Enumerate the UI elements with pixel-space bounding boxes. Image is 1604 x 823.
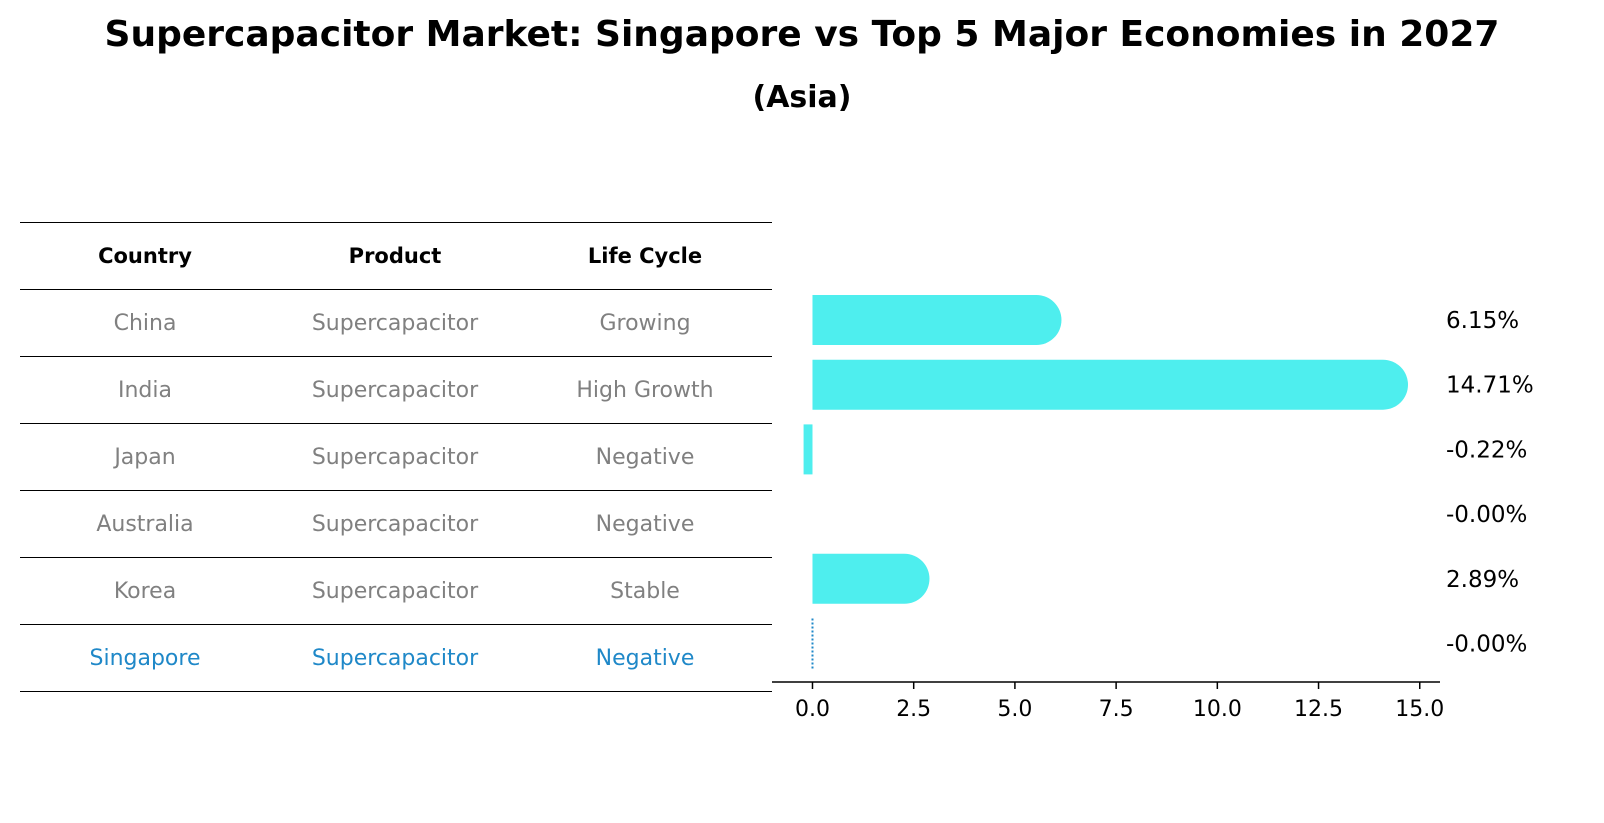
cell-life-cycle: Negative: [595, 645, 695, 671]
x-tick-label: 5.0: [997, 697, 1032, 722]
table-row: Australia Supercapacitor Negative: [20, 490, 772, 557]
cell-life-cycle: Negative: [595, 511, 695, 537]
table-row: China Supercapacitor Growing: [20, 289, 772, 356]
cell-product: Supercapacitor: [311, 444, 479, 470]
cell-product: Supercapacitor: [311, 578, 479, 604]
chart-title: Supercapacitor Market: Singapore vs Top …: [104, 14, 1500, 55]
x-tick-label: 12.5: [1294, 697, 1343, 722]
cell-country: India: [118, 377, 172, 403]
table-row-highlight: Singapore Supercapacitor Negative: [20, 624, 772, 692]
chart-subtitle: (Asia): [752, 80, 852, 115]
header-product: Product: [348, 244, 442, 268]
x-tick-label: 10.0: [1193, 697, 1242, 722]
cell-product: Supercapacitor: [311, 310, 479, 336]
table-row: Korea Supercapacitor Stable: [20, 557, 772, 624]
cell-country: Japan: [114, 444, 176, 470]
bar: [803, 424, 813, 475]
table-row: India Supercapacitor High Growth: [20, 356, 772, 423]
header-country: Country: [98, 244, 192, 268]
cell-product: Supercapacitor: [311, 511, 479, 537]
x-tick-label: 2.5: [896, 697, 931, 722]
table-row: Japan Supercapacitor Negative: [20, 423, 772, 490]
cell-life-cycle: High Growth: [576, 377, 714, 403]
x-tick-label: 15.0: [1395, 697, 1444, 722]
market-table: Country Product Life Cycle China Superca…: [20, 222, 772, 692]
value-label: 6.15%: [1446, 308, 1519, 334]
x-tick-label: 0.0: [795, 697, 830, 722]
cell-country: Korea: [113, 578, 177, 604]
value-label: -0.00%: [1446, 632, 1527, 658]
cell-product: Supercapacitor: [311, 377, 479, 403]
value-label: 14.71%: [1446, 373, 1534, 399]
value-label: 2.89%: [1446, 567, 1519, 593]
value-label: -0.00%: [1446, 502, 1527, 528]
cell-product: Supercapacitor: [311, 645, 479, 671]
cell-life-cycle: Stable: [610, 578, 680, 604]
bar: [812, 295, 1062, 345]
value-label: -0.22%: [1446, 437, 1527, 463]
cell-country: Australia: [96, 511, 194, 537]
header-life-cycle: Life Cycle: [587, 244, 703, 268]
x-tick-label: 7.5: [1099, 697, 1134, 722]
cell-life-cycle: Negative: [595, 444, 695, 470]
cell-country: Singapore: [89, 645, 201, 671]
cell-country: China: [113, 310, 177, 336]
bar: [812, 553, 930, 604]
table-header-row: Country Product Life Cycle: [20, 222, 772, 289]
bar: [812, 359, 1409, 410]
bar-chart: 6.15% 14.71% -0.22% -0.00% 2.89% -0.00% 0.0 2.5…: [772, 295, 1534, 722]
cell-life-cycle: Growing: [599, 310, 691, 336]
